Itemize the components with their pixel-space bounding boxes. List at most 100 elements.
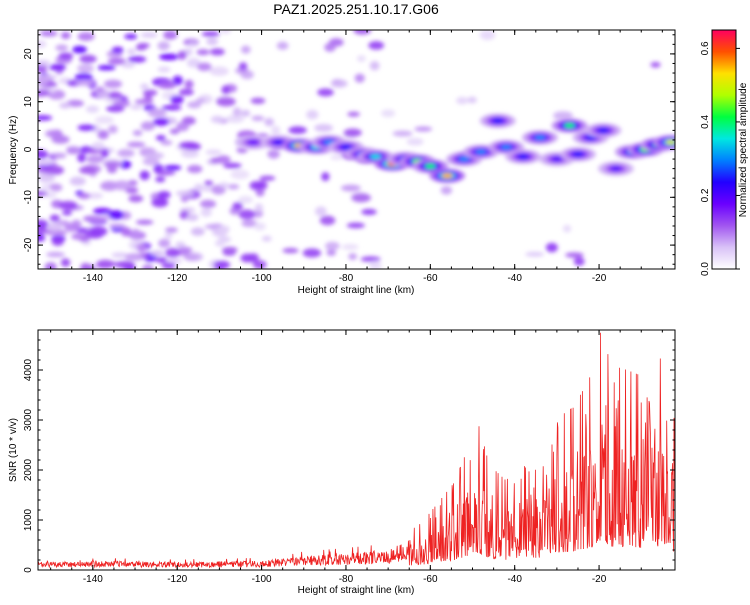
noise-blob <box>69 176 86 186</box>
noise-blob <box>232 202 244 211</box>
spectrogram-y-tick-label: 20 <box>23 48 34 60</box>
noise-blob <box>38 40 47 49</box>
spectrogram-heatmap <box>38 30 675 269</box>
noise-blob <box>74 73 93 81</box>
noise-blob <box>193 183 204 192</box>
noise-blob <box>181 149 200 158</box>
noise-blob <box>111 46 124 54</box>
noise-blob <box>177 246 193 253</box>
noise-blob <box>187 41 199 47</box>
noise-blob <box>127 55 147 63</box>
noise-blob <box>52 152 67 159</box>
noise-blob <box>216 155 231 164</box>
noise-blob <box>195 98 206 104</box>
ridge-blob <box>500 144 512 150</box>
noise-blob <box>240 109 251 117</box>
noise-blob <box>209 48 225 56</box>
noise-blob <box>94 116 114 124</box>
noise-blob <box>249 180 263 191</box>
snr-y-tick-label: 1000 <box>23 508 34 531</box>
colorbar-ticks: 0.0 0.2 0.4 0.6 <box>700 41 740 276</box>
noise-blob <box>321 172 330 182</box>
snr-y-tick-label: 0 <box>23 567 34 573</box>
noise-blob <box>282 247 299 254</box>
noise-blob <box>77 192 91 200</box>
noise-blob <box>38 89 50 97</box>
noise-blob <box>184 79 194 89</box>
noise-blob <box>326 249 336 256</box>
noise-blob <box>79 236 90 243</box>
snr-x-ticks: -140 -120 -100 -80 -60 -40 -20 <box>50 330 663 585</box>
noise-blob <box>341 244 359 250</box>
noise-blob <box>369 61 380 71</box>
noise-blob <box>142 89 158 96</box>
noise-blob <box>178 88 194 96</box>
noise-blob <box>196 49 210 56</box>
spectrogram-x-tick-label: -120 <box>167 273 187 284</box>
noise-blob <box>525 251 545 257</box>
noise-blob <box>142 157 160 166</box>
spectrogram-y-label: Frequency (Hz) <box>8 116 19 185</box>
noise-blob <box>64 222 80 232</box>
noise-blob <box>479 30 496 40</box>
noise-blob <box>135 219 154 225</box>
snr-series-line <box>38 332 675 569</box>
noise-blob <box>175 241 186 249</box>
noise-blob <box>38 60 51 66</box>
spectrogram-x-tick-label: -140 <box>83 273 103 284</box>
colorbar-tick-label: 0.6 <box>700 41 711 55</box>
noise-blob <box>147 108 167 118</box>
noise-blob <box>406 137 424 146</box>
spectrogram-x-label: Height of straight line (km) <box>298 285 415 296</box>
noise-blob <box>59 102 72 109</box>
noise-blob <box>103 79 123 89</box>
noise-blob <box>219 182 229 188</box>
noise-blob <box>324 43 336 52</box>
noise-blob <box>354 73 365 83</box>
noise-blob <box>253 222 266 231</box>
snr-x-tick-label: -120 <box>167 574 187 585</box>
noise-blob <box>199 199 217 209</box>
colorbar: 0.0 0.2 0.4 0.6 Normalized spectral amplitu… <box>700 29 749 276</box>
noise-blob <box>227 184 240 190</box>
figure-title: PAZ1.2025.251.10.17.G06 <box>273 1 439 17</box>
noise-blob <box>77 63 94 74</box>
noise-blob <box>38 76 50 86</box>
noise-blob <box>75 227 90 234</box>
snr-frame <box>37 329 676 571</box>
ridge-blob <box>597 127 609 133</box>
noise-blob <box>302 248 322 258</box>
noise-blob <box>177 50 187 60</box>
ridge-blob <box>564 123 576 129</box>
noise-blob <box>343 128 362 137</box>
spectrogram-x-tick-label: -60 <box>423 273 438 284</box>
noise-blob <box>49 63 67 71</box>
noise-blob <box>368 41 385 50</box>
noise-blob <box>155 135 166 141</box>
noise-blob <box>164 164 182 171</box>
ridge-blob <box>475 149 487 155</box>
noise-blob <box>161 104 182 111</box>
noise-blob <box>353 30 372 35</box>
colorbar-scale <box>711 29 737 270</box>
noise-blob <box>276 41 289 50</box>
ridge-blob <box>551 156 563 162</box>
spectrogram-x-tick-label: -20 <box>592 273 607 284</box>
noise-blob <box>346 222 365 229</box>
noise-blob <box>139 170 150 181</box>
snr-panel: -140 -120 -100 -80 -60 -40 -20 0 1000 2000 3000 40… <box>8 329 676 596</box>
noise-blob <box>573 257 585 266</box>
spectrogram-y-tick-label: -20 <box>23 237 34 252</box>
noise-blob <box>107 91 122 100</box>
noise-blob <box>259 175 276 181</box>
noise-blob <box>41 183 50 192</box>
noise-blob <box>88 216 108 223</box>
noise-blob <box>267 149 280 159</box>
noise-blob <box>85 105 100 113</box>
noise-blob <box>77 32 95 41</box>
ridge-blob <box>492 118 504 124</box>
noise-blob <box>255 188 265 197</box>
spectrogram-noise <box>38 30 661 269</box>
noise-blob <box>111 252 128 258</box>
noise-blob <box>38 115 53 121</box>
